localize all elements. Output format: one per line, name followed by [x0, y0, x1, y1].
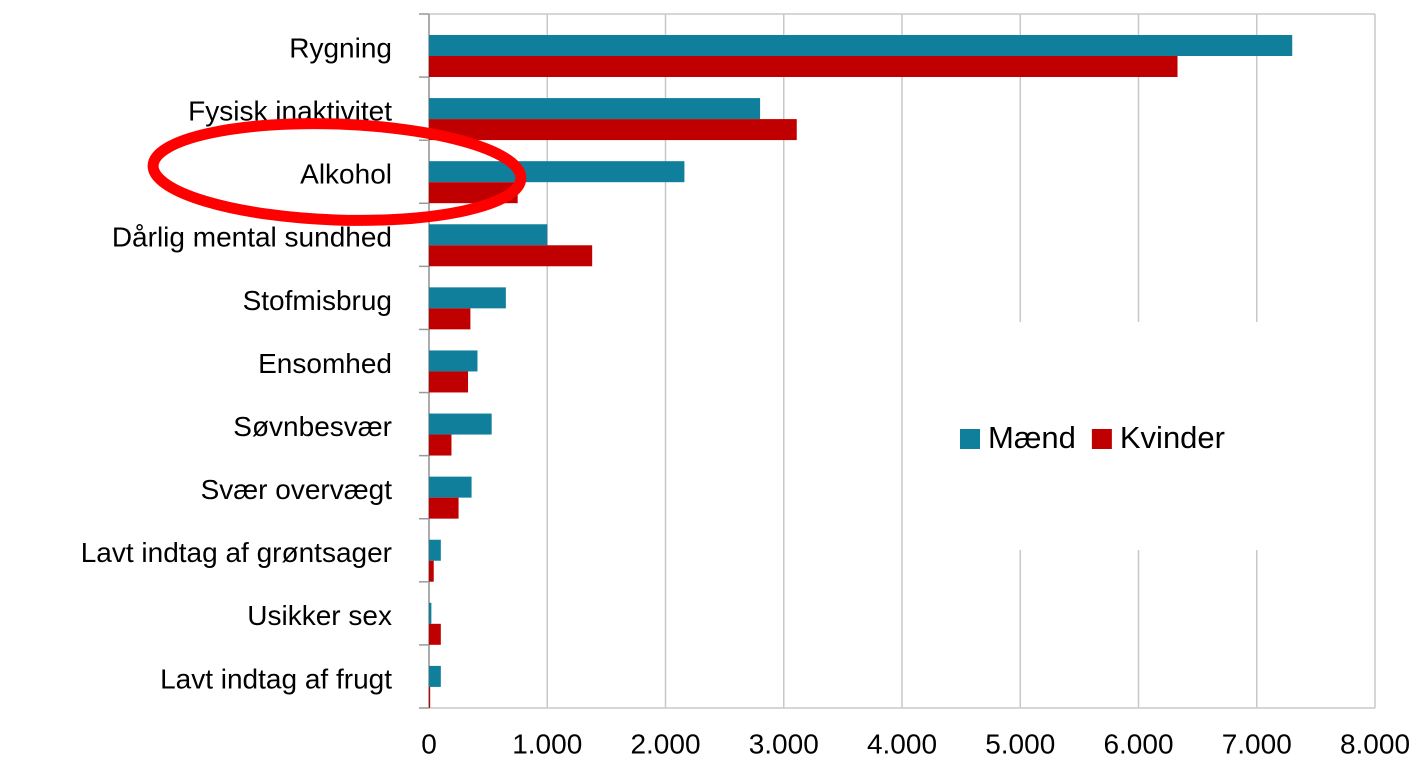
x-tick-label: 8.000: [1340, 728, 1410, 759]
legend-label: Mænd: [988, 420, 1076, 455]
bar: [429, 224, 548, 246]
y-tick-label: Lavt indtag af grøntsager: [81, 537, 392, 568]
bar: [429, 119, 797, 141]
x-tick-label: 0: [421, 728, 437, 759]
y-tick-label: Alkohol: [300, 159, 392, 190]
annotation-ellipse: [147, 118, 527, 226]
bar: [429, 623, 441, 645]
bar: [429, 665, 441, 687]
bar: [429, 686, 431, 708]
bar: [429, 350, 478, 372]
bar: [429, 371, 469, 393]
legend-box: [935, 322, 1300, 550]
x-tick-label: 6.000: [1103, 728, 1173, 759]
bar: [429, 245, 593, 267]
bar: [429, 497, 459, 519]
bar: [429, 602, 432, 624]
bar: [429, 35, 1293, 56]
x-tick-label: 1.000: [512, 728, 582, 759]
x-tick-label: 7.000: [1222, 728, 1292, 759]
y-tick-label: Svær overvægt: [201, 474, 393, 505]
x-tick-label: 5.000: [985, 728, 1055, 759]
bar: [429, 56, 1178, 77]
y-tick-label: Rygning: [289, 32, 392, 63]
bar: [429, 161, 685, 183]
legend-swatch: [1091, 429, 1112, 449]
y-tick-label: Lavt indtag af frugt: [160, 663, 392, 694]
bar: [429, 308, 471, 330]
legend-label: Kvinder: [1120, 420, 1225, 455]
y-tick-label: Stofmisbrug: [243, 285, 392, 316]
bar: [429, 98, 761, 120]
y-tick-label: Søvnbesvær: [233, 411, 392, 442]
bar: [429, 287, 506, 309]
x-tick-label: 4.000: [867, 728, 937, 759]
x-tick-label: 3.000: [749, 728, 819, 759]
legend-swatch: [960, 429, 980, 449]
bar: [429, 476, 472, 498]
y-tick-label: Usikker sex: [247, 600, 392, 631]
bar: [429, 434, 452, 456]
bar: [429, 413, 492, 435]
bar: [429, 539, 441, 561]
y-tick-label: Dårlig mental sundhed: [112, 222, 392, 253]
y-tick-label: Ensomhed: [258, 348, 392, 379]
x-tick-label: 2.000: [630, 728, 700, 759]
bar: [429, 560, 434, 582]
